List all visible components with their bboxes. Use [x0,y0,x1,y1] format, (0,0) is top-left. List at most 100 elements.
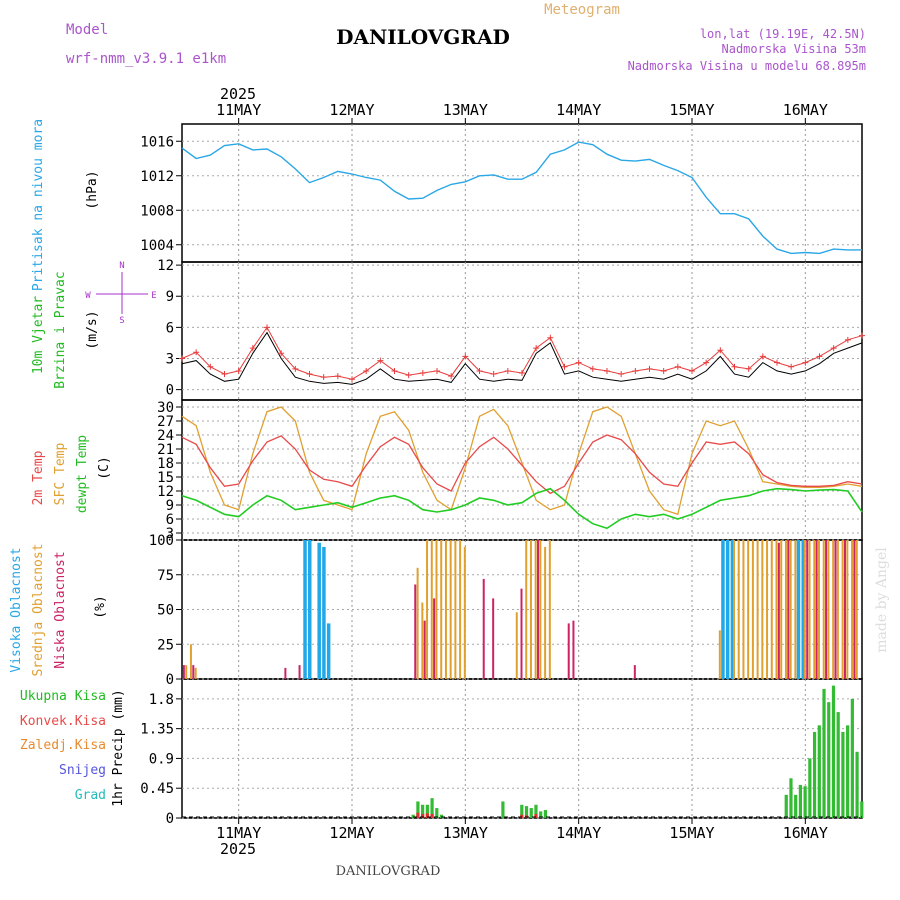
cloud-mid-bar [459,540,462,679]
cloud-low-bar [806,540,809,679]
precip-bar [855,751,859,818]
precip-conv-bar [416,812,420,818]
station-title: DANILOVGRAD [336,25,510,49]
top-day-label: 16MAY [783,101,828,119]
model-elevation-text: Nadmorska Visina u modelu 68.895m [628,59,866,73]
precip-bar [439,814,444,818]
y-tick-label: 0.9 [149,751,174,767]
cloud-high-bar [317,542,321,679]
cloud-mid-bar [185,665,188,679]
precip-bar [794,794,798,818]
cloud-high-bar [801,540,805,679]
precip-bar [822,688,826,818]
legend-snijeg: Snijeg [59,763,106,778]
precip-bar [539,811,543,818]
gust-marker [519,370,525,377]
gust-marker [462,353,469,360]
gust-marker [292,365,299,372]
gust-marker [745,365,752,372]
pressure-line [181,141,862,255]
model-label: Model [66,22,108,38]
cloud-mid-bar [841,540,844,679]
cloud-label-1: Visoka Oblacnost [9,547,24,672]
cloud-mid-bar [529,540,532,679]
cloud-mid-bar [822,540,825,679]
y-tick-label: 21 [157,442,174,458]
dewpoint-line [181,487,863,530]
cloud-mid-bar [766,540,769,679]
gust-marker [830,345,837,352]
gust-marker [816,353,823,360]
y-tick-label: 1004 [140,238,174,254]
cloud-mid-bar [794,540,797,679]
y-tick-label: 0.45 [140,781,174,797]
cloud-low-bar [777,542,780,679]
y-tick-label: 75 [157,568,174,584]
cloud-high-bar [303,540,307,679]
cloud-low-bar [633,665,636,679]
gust-marker [278,350,285,357]
cloud-high-bar [326,623,331,679]
top-day-label: 13MAY [443,101,488,119]
gust-marker [249,345,256,352]
cloud-mid-bar [435,540,438,679]
cloud-mid-bar [836,540,839,679]
cloud-mid-bar [827,540,830,679]
y-tick-label: 1.8 [149,692,174,708]
bottom-day-label: 12MAY [329,824,374,842]
temp2m-line [181,434,863,495]
cloud-mid-bar [803,540,806,679]
bottom-day-label: 14MAY [556,824,601,842]
model-name: wrf-nmm_v3.9.1 e1km [66,51,226,67]
y-tick-label: 0 [166,811,174,827]
cloud-mid-bar [426,540,429,679]
top-day-label: 15MAY [669,101,714,119]
compass-s: S [119,316,124,326]
wind-label-2: Brzina i Pravac [53,271,68,388]
cloud-low-bar [537,540,540,679]
cloud-mid-bar [733,540,735,679]
watermark: made by Angel [874,547,890,653]
y-tick-label: 0 [166,383,174,399]
gust-marker [377,357,384,364]
wind-panel: 12 9 6 3 0 [157,258,865,399]
cloud-mid-bar [440,540,443,679]
gust-marker [264,324,270,331]
cloud-mid-bar [780,540,783,679]
temp-label-3: dewpt Temp [75,435,90,513]
legend-zaledj: Zaledj.Kisa [20,738,106,753]
cloud-mid-bar [751,540,754,679]
y-tick-label: 24 [157,428,174,444]
cloud-mid-bar [539,540,542,679]
precip-bar [524,806,529,818]
precip-bar [798,784,803,818]
compass-n: N [119,261,124,271]
year-label-top: 2025 [220,85,256,103]
gust-marker [561,363,568,370]
precip-conv-bar [425,813,429,818]
precip-bar [543,810,548,818]
gust-marker [589,365,596,372]
gust-marker [717,347,724,354]
gust-marker [547,334,554,341]
precip-bar [803,786,807,818]
gust-marker [788,363,795,370]
precip-bar [836,712,840,818]
gust-marker [434,367,440,374]
compass-e: E [151,291,156,301]
precip-bar [529,808,533,818]
cloud-mid-bar [775,540,778,679]
top-day-labels: 11MAY 12MAY 13MAY 14MAY 15MAY 16MAY [216,101,828,124]
precip-bar [435,808,439,818]
cloud-mid-bar [846,540,849,679]
bottom-day-labels: 11MAY 12MAY 13MAY 14MAY 15MAY 16MAY [216,818,828,842]
precip-bar [501,801,505,818]
cloud-high-bar [725,540,730,679]
y-tick-label: 18 [157,456,174,472]
y-tick-label: 3 [166,526,174,542]
gust-marker [235,367,242,374]
frame-precip [181,678,863,819]
precip-bar [827,702,831,818]
